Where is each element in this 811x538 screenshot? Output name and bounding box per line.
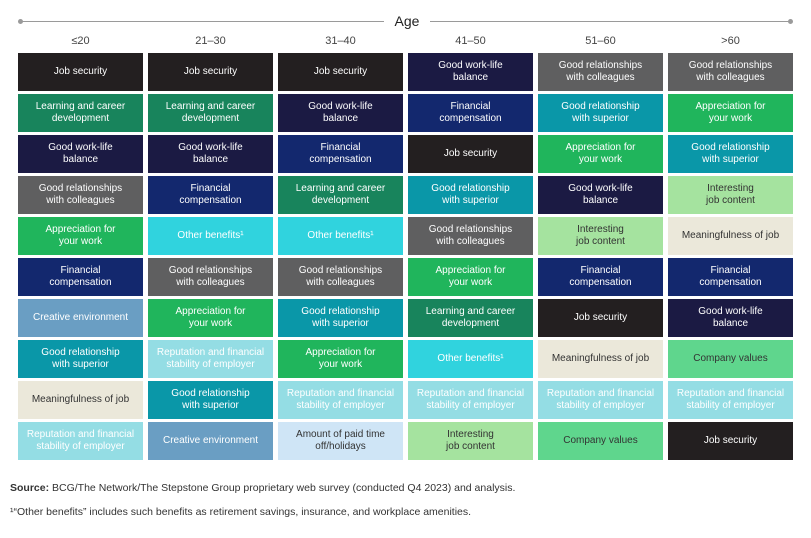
rank-cell: Interesting job content: [408, 422, 533, 460]
column-header: 51–60: [585, 35, 616, 47]
age-column-4: 51–60 Good relationships with colleagues G…: [538, 30, 663, 460]
column-header: 21–30: [195, 35, 226, 47]
ranking-grid: ≤20 Job security Learning and career devel…: [18, 30, 793, 460]
footer: Source: BCG/The Network/The Stepstone Gr…: [10, 482, 800, 530]
rank-cell: Job security: [408, 135, 533, 173]
column-header: >60: [721, 35, 740, 47]
rank-cell: Reputation and financial stability of em…: [18, 422, 143, 460]
column-header: 41–50: [455, 35, 486, 47]
rule-left: [22, 21, 384, 22]
rank-cell: Good relationships with colleagues: [668, 53, 793, 91]
rank-cell: Learning and career development: [18, 94, 143, 132]
rank-cell: Reputation and financial stability of em…: [538, 381, 663, 419]
rank-cell: Appreciation for your work: [408, 258, 533, 296]
rank-cell: Good relationships with colleagues: [408, 217, 533, 255]
rank-cell: Reputation and financial stability of em…: [148, 340, 273, 378]
rank-cell: Interesting job content: [668, 176, 793, 214]
rank-cell: Learning and career development: [148, 94, 273, 132]
rank-cell: Reputation and financial stability of em…: [278, 381, 403, 419]
rule-right-dot: [788, 19, 793, 24]
rank-cell: Financial compensation: [278, 135, 403, 173]
rank-cell: Financial compensation: [18, 258, 143, 296]
rank-cell: Job security: [668, 422, 793, 460]
source-label: Source:: [10, 482, 50, 494]
rank-cell: Job security: [538, 299, 663, 337]
rank-cell: Good relationship with superior: [148, 381, 273, 419]
column-header: 31–40: [325, 35, 356, 47]
rank-cell: Reputation and financial stability of em…: [668, 381, 793, 419]
rank-cell: Appreciation for your work: [668, 94, 793, 132]
rank-cell: Good work-life balance: [668, 299, 793, 337]
rule-right: [430, 21, 789, 22]
rank-cell: Other benefits¹: [278, 217, 403, 255]
rank-cell: Good relationship with superior: [18, 340, 143, 378]
age-column-5: >60 Good relationships with colleagues App…: [668, 30, 793, 460]
rank-cell: Good relationship with superior: [538, 94, 663, 132]
age-column-2: 31–40 Job security Good work-life balance F…: [278, 30, 403, 460]
rank-cell: Financial compensation: [148, 176, 273, 214]
rank-cell: Good work-life balance: [18, 135, 143, 173]
rank-cell: Learning and career development: [278, 176, 403, 214]
rank-cell: Meaningfulness of job: [538, 340, 663, 378]
chart-title: Age: [394, 13, 420, 29]
rule-left-dot: [18, 19, 23, 24]
rank-cell: Good relationships with colleagues: [538, 53, 663, 91]
rank-cell: Creative environment: [18, 299, 143, 337]
rank-cell: Company values: [668, 340, 793, 378]
rank-cell: Good work-life balance: [148, 135, 273, 173]
rank-cell: Good relationship with superior: [278, 299, 403, 337]
rank-cell: Job security: [148, 53, 273, 91]
rank-cell: Good relationships with colleagues: [278, 258, 403, 296]
rank-cell: Interesting job content: [538, 217, 663, 255]
age-column-3: 41–50 Good work-life balance Financial com…: [408, 30, 533, 460]
age-column-1: 21–30 Job security Learning and career dev…: [148, 30, 273, 460]
rank-cell: Appreciation for your work: [278, 340, 403, 378]
footnote: ¹“Other benefits” includes such benefits…: [10, 506, 472, 518]
source-line: Source: BCG/The Network/The Stepstone Gr…: [10, 482, 800, 495]
rank-cell: Good relationship with superior: [408, 176, 533, 214]
rank-cell: Creative environment: [148, 422, 273, 460]
rank-cell: Financial compensation: [538, 258, 663, 296]
rank-cell: Learning and career development: [408, 299, 533, 337]
rank-cell: Good relationships with colleagues: [148, 258, 273, 296]
rank-cell: Financial compensation: [668, 258, 793, 296]
rank-cell: Job security: [18, 53, 143, 91]
age-header: Age: [18, 10, 793, 32]
rank-cell: Meaningfulness of job: [18, 381, 143, 419]
column-header: ≤20: [71, 35, 90, 47]
rank-cell: Good work-life balance: [408, 53, 533, 91]
rank-cell: Amount of paid time off/holidays: [278, 422, 403, 460]
rank-cell: Financial compensation: [408, 94, 533, 132]
rank-cell: Company values: [538, 422, 663, 460]
rank-cell: Good work-life balance: [278, 94, 403, 132]
rank-cell: Meaningfulness of job: [668, 217, 793, 255]
rank-cell: Reputation and financial stability of em…: [408, 381, 533, 419]
rank-cell: Other benefits¹: [408, 340, 533, 378]
rank-cell: Appreciation for your work: [538, 135, 663, 173]
rank-cell: Good relationships with colleagues: [18, 176, 143, 214]
source-text: BCG/The Network/The Stepstone Group prop…: [49, 482, 516, 494]
rank-cell: Good relationship with superior: [668, 135, 793, 173]
rank-cell: Appreciation for your work: [148, 299, 273, 337]
rank-cell: Good work-life balance: [538, 176, 663, 214]
age-column-0: ≤20 Job security Learning and career devel…: [18, 30, 143, 460]
rank-cell: Job security: [278, 53, 403, 91]
rank-cell: Other benefits¹: [148, 217, 273, 255]
rank-cell: Appreciation for your work: [18, 217, 143, 255]
